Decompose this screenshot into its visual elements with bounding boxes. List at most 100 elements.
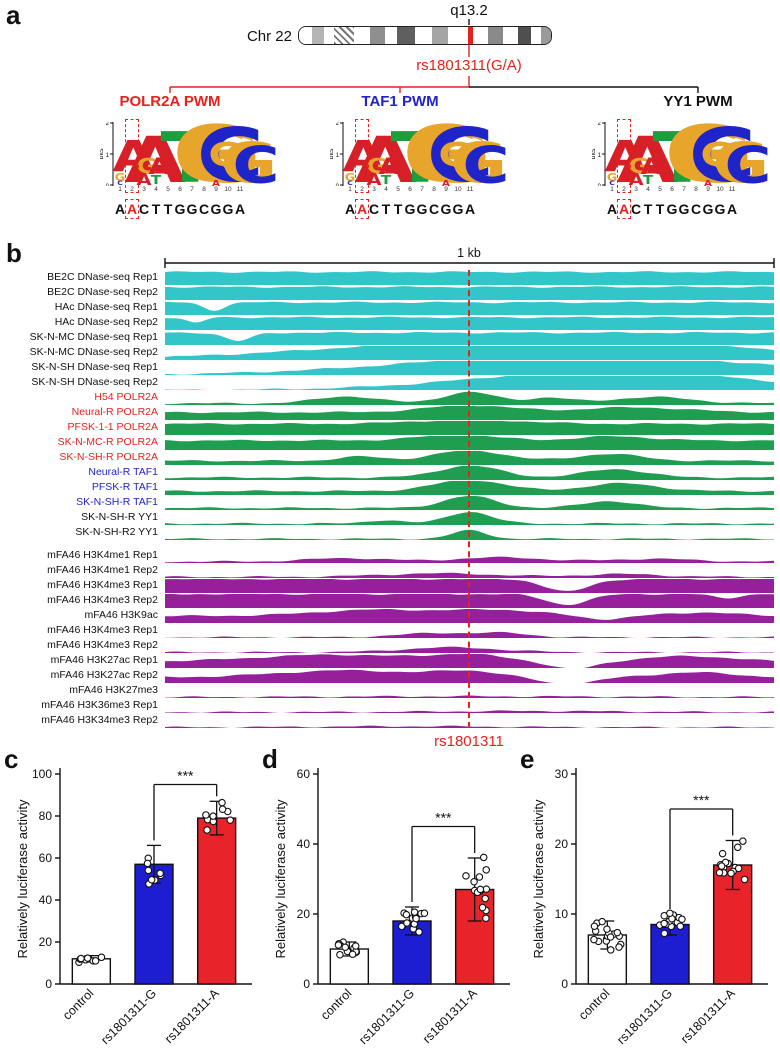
track-signal	[165, 301, 774, 315]
ideogram-band	[354, 27, 370, 44]
track-row: mFA46 H3K4me1 Rep2	[0, 563, 780, 578]
track-row: mFA46 H3K4me3 Rep1	[0, 623, 780, 638]
pwm-label: TAF1 PWM	[361, 93, 439, 110]
track-label: mFA46 H3K27me3	[69, 684, 158, 696]
sequence-logo: 210bitsAGCAGAATTGGCGCAGC1234567891011	[592, 116, 772, 198]
logo-position: 6	[178, 186, 182, 193]
sequence-logo: 210bitsAGCAGAATTGGCGCAGC1234567891011	[330, 116, 510, 198]
track-label: SK-N-MC DNase-seq Rep1	[29, 331, 158, 343]
bar-rs1801311-A	[196, 817, 237, 985]
track-label: SK-N-SH-R TAF1	[76, 496, 158, 508]
logo-position: 8	[432, 186, 436, 193]
x-tick-label: rs1801311-G	[98, 986, 159, 1047]
logo-letter-A: A	[212, 177, 220, 188]
track-signal	[165, 361, 774, 375]
track-signal	[165, 286, 774, 300]
sequence-letter: A	[726, 201, 738, 217]
sequence-letter: C	[630, 201, 642, 217]
track-signal	[165, 331, 774, 345]
logo-position: 5	[658, 186, 662, 193]
track-signal	[165, 710, 774, 713]
logo-position: 7	[682, 186, 686, 193]
track-signal	[165, 436, 774, 450]
track-label: SK-N-SH DNase-seq Rep1	[31, 361, 158, 373]
track-label: mFA46 H3K4me3 Rep2	[47, 594, 158, 606]
track-label: mFA46 H3K4me3 Rep1	[47, 579, 158, 591]
track-label: mFA46 H3K36me3 Rep1	[41, 699, 158, 711]
snp-label: rs1801311(G/A)	[416, 57, 522, 74]
logo-position: 11	[728, 186, 736, 193]
ideogram-band	[397, 27, 415, 44]
logo-position: 10	[716, 186, 724, 193]
track-row: H54 POLR2A	[0, 390, 780, 405]
track-signal	[165, 481, 774, 495]
track-row: mFA46 H3K4me1 Rep1	[0, 548, 780, 563]
svg-text:0: 0	[106, 184, 110, 186]
logo-letter-A: A	[366, 170, 382, 189]
logo-letter-C: C	[609, 180, 615, 188]
ideogram-band	[432, 27, 448, 44]
logo-column: C	[725, 122, 772, 191]
logo-columns: 210bitsAGCAGAATTGGCGCAGC	[330, 116, 510, 194]
track-row: SK-N-MC-R POLR2A	[0, 435, 780, 450]
pwm-label: POLR2A PWM	[119, 93, 221, 110]
track-signal	[165, 594, 774, 608]
logo-position: 4	[384, 186, 388, 193]
track-label: HAc DNase-seq Rep1	[54, 301, 158, 313]
track-signal	[165, 631, 774, 638]
logo-position: 2	[360, 186, 364, 193]
ideogram-band	[530, 27, 541, 44]
ideogram-band	[447, 27, 468, 44]
logo-position: 9	[214, 186, 218, 193]
track-label: SK-N-MC-R POLR2A	[57, 436, 158, 448]
svg-text:20: 20	[555, 837, 569, 851]
svg-text:60: 60	[39, 851, 53, 865]
track-row: SK-N-SH-R YY1	[0, 510, 780, 525]
svg-text:100: 100	[32, 767, 52, 781]
svg-text:1: 1	[106, 153, 110, 159]
ideogram-band	[467, 27, 473, 44]
track-row: mFA46 H3K27ac Rep2	[0, 668, 780, 683]
track-row: mFA46 H3K9ac	[0, 608, 780, 623]
logo-letter-A: A	[136, 170, 152, 189]
svg-text:2: 2	[336, 122, 340, 127]
chromosome-ideogram	[298, 26, 552, 45]
connector-lines	[169, 19, 699, 93]
y-axis-label: Relatively luciferase activity	[273, 799, 288, 958]
track-row: SK-N-SH DNase-seq Rep1	[0, 360, 780, 375]
track-signal	[165, 451, 774, 465]
panel-c-label: c	[4, 744, 19, 774]
track-row: mFA46 H3K27ac Rep1	[0, 653, 780, 668]
track-row: Neural-R POLR2A	[0, 405, 780, 420]
track-label: mFA46 H3K34me3 Rep2	[41, 714, 158, 726]
logo-position: 7	[190, 186, 194, 193]
track-row: PFSK-1-1 POLR2A	[0, 420, 780, 435]
logo-position: 7	[420, 186, 424, 193]
logo-position: 6	[670, 186, 674, 193]
ideogram-band	[334, 27, 355, 44]
logo-letter-C: C	[439, 165, 453, 182]
sequence-letter: T	[393, 201, 403, 217]
track-label: HAc DNase-seq Rep2	[54, 316, 158, 328]
track-label: mFA46 H3K4me1 Rep2	[47, 564, 158, 576]
logo-position: 11	[466, 186, 474, 193]
sequence-letter: T	[163, 201, 173, 217]
track-signal	[165, 725, 774, 728]
track-label: BE2C DNase-seq Rep2	[47, 286, 158, 298]
logo-column: C	[463, 122, 510, 191]
snp-label-bottom: rs1801311	[434, 733, 504, 750]
x-tick-label: rs1801311-G	[356, 986, 417, 1047]
track-label: mFA46 H3K4me3 Rep1	[47, 624, 158, 636]
logo-position-numbers: 1 2 3 4 5 6 7 8 9 10 11	[344, 186, 480, 193]
x-tick-label: rs1801311-G	[614, 986, 675, 1047]
track-row: mFA46 H3K27me3	[0, 683, 780, 698]
track-signal	[165, 695, 774, 698]
track-label: Neural-R TAF1	[88, 466, 158, 478]
track-signal	[165, 654, 774, 668]
x-tick-label: control	[318, 986, 354, 1022]
track-signal	[165, 579, 774, 593]
bar-rs1801311-G	[134, 863, 174, 985]
ideogram-band	[518, 27, 531, 44]
